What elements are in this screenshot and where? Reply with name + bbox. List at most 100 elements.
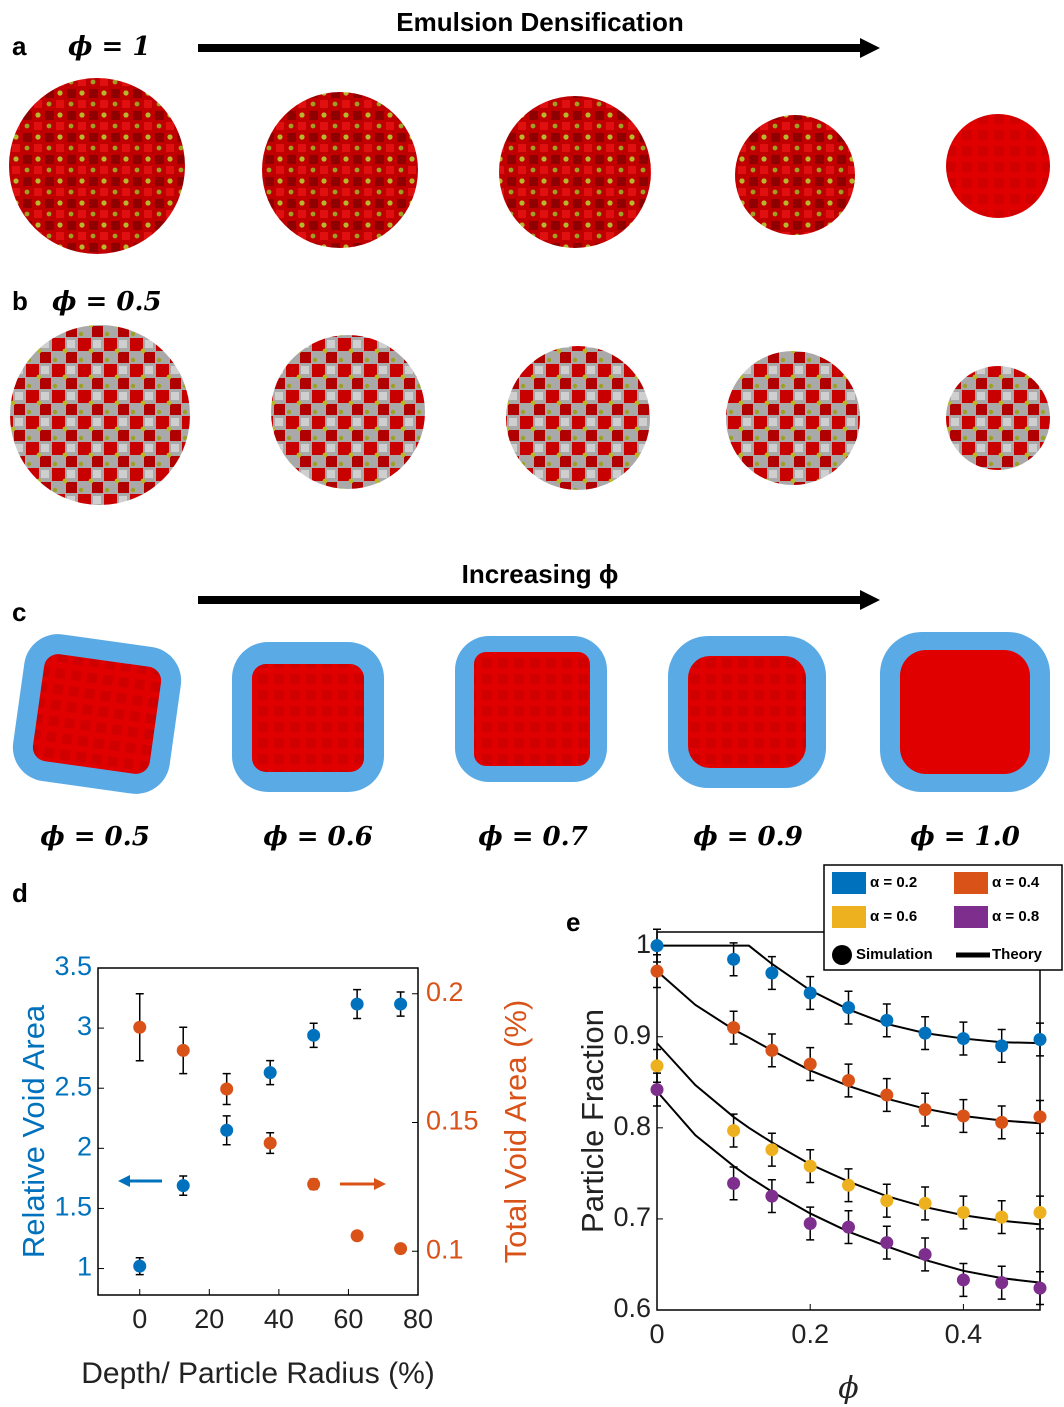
x-tick-label: 0.2 xyxy=(791,1319,829,1349)
y2-tick-label: 0.15 xyxy=(426,1106,479,1136)
panel-label: c xyxy=(12,597,26,627)
phi-label: ϕ = 0.5 xyxy=(40,822,150,852)
y-tick-label: 0.7 xyxy=(613,1202,651,1232)
x-axis-label: Depth/ Particle Radius (%) xyxy=(81,1357,434,1390)
x-tick-label: 80 xyxy=(403,1304,433,1334)
panel-label: b xyxy=(12,286,28,316)
point xyxy=(842,1179,855,1192)
point xyxy=(880,1236,893,1249)
particle-image xyxy=(946,366,1050,470)
y-tick-label: 0.6 xyxy=(613,1293,651,1323)
point xyxy=(1034,1282,1047,1295)
panel-label: d xyxy=(12,878,28,908)
legend-swatch xyxy=(954,906,988,928)
x-tick-label: 20 xyxy=(194,1304,224,1334)
legend-label: α = 0.2 xyxy=(870,874,917,891)
point xyxy=(264,1066,277,1079)
y-tick-label: 2.5 xyxy=(54,1071,92,1101)
point xyxy=(995,1116,1008,1129)
legend-label: α = 0.8 xyxy=(992,908,1039,925)
arrow-head xyxy=(860,590,880,610)
point xyxy=(351,1229,364,1242)
plot-frame xyxy=(98,968,418,1295)
particle-image xyxy=(499,96,651,248)
particle-image xyxy=(271,335,425,489)
y2-tick-label: 0.2 xyxy=(426,977,464,1007)
core xyxy=(688,656,806,768)
point xyxy=(177,1044,190,1057)
y-tick-label: 3 xyxy=(77,1011,92,1041)
point xyxy=(177,1179,190,1192)
point xyxy=(1034,1033,1047,1046)
point xyxy=(727,1124,740,1137)
y-axis-label: Particle Fraction xyxy=(575,1009,610,1233)
figure: a ϕ = 1 Emulsion Densification b ϕ = 0.5… xyxy=(0,0,1064,1407)
phi-label: ϕ = 0.5 xyxy=(52,287,162,317)
particle-image xyxy=(506,346,650,490)
point xyxy=(1034,1110,1047,1123)
arrow-head xyxy=(118,1175,130,1187)
point xyxy=(842,1074,855,1087)
core xyxy=(31,652,163,775)
point xyxy=(651,939,664,952)
point xyxy=(264,1137,277,1150)
y-tick-label: 0.9 xyxy=(613,1020,651,1050)
particle-image xyxy=(10,325,190,505)
point xyxy=(957,1206,970,1219)
legend-swatch xyxy=(954,872,988,894)
y2-axis-label: Total Void Area (%) xyxy=(498,1000,533,1264)
point xyxy=(727,1021,740,1034)
point xyxy=(394,998,407,1011)
point xyxy=(307,1029,320,1042)
point xyxy=(765,1143,778,1156)
point xyxy=(880,1194,893,1207)
core xyxy=(900,650,1030,774)
legend-marker xyxy=(832,945,852,965)
point xyxy=(804,987,817,1000)
y-tick-label: 2 xyxy=(77,1131,92,1161)
y-tick-label: 1 xyxy=(77,1252,92,1282)
point xyxy=(919,1103,932,1116)
x-tick-label: 0.4 xyxy=(945,1319,983,1349)
particle-image xyxy=(262,92,418,248)
y-tick-label: 1 xyxy=(636,929,651,959)
y2-tick-label: 0.1 xyxy=(426,1234,464,1264)
particle-image xyxy=(726,351,860,485)
panel-label: e xyxy=(566,907,580,937)
panel-a-b-c: a ϕ = 1 Emulsion Densification b ϕ = 0.5… xyxy=(8,7,1050,852)
legend-swatch xyxy=(832,906,866,928)
y-tick-label: 1.5 xyxy=(54,1192,92,1222)
x-tick-label: 40 xyxy=(264,1304,294,1334)
arrow-label: Emulsion Densification xyxy=(396,7,684,37)
point xyxy=(307,1178,320,1191)
point xyxy=(765,1190,778,1203)
phi-label: ϕ = 0.7 xyxy=(478,822,588,852)
point xyxy=(804,1058,817,1071)
legend-swatch xyxy=(832,872,866,894)
point xyxy=(651,1083,664,1096)
point xyxy=(727,953,740,966)
point xyxy=(995,1039,1008,1052)
y-tick-label: 3.5 xyxy=(54,951,92,981)
x-tick-label: 60 xyxy=(333,1304,363,1334)
direction-arrows xyxy=(118,1175,386,1190)
particle-image xyxy=(9,78,185,254)
arrow-head xyxy=(374,1178,386,1190)
y-tick-label: 0.8 xyxy=(613,1111,651,1141)
point xyxy=(765,1044,778,1057)
arrow-head xyxy=(860,38,880,58)
legend-label: Simulation xyxy=(856,946,933,963)
x-axis-label: ϕ xyxy=(838,1371,858,1406)
phi-label: ϕ = 1.0 xyxy=(910,822,1020,852)
particle-image xyxy=(946,114,1050,218)
point xyxy=(765,966,778,979)
cross-sections xyxy=(8,630,1050,799)
core xyxy=(474,652,590,766)
x-tick-label: 0 xyxy=(132,1304,147,1334)
point xyxy=(957,1032,970,1045)
point xyxy=(727,1177,740,1190)
point xyxy=(351,998,364,1011)
arrow-label: Increasing ϕ xyxy=(462,559,619,589)
plot-frame xyxy=(657,932,1040,1310)
x-tick-label: 0 xyxy=(649,1319,664,1349)
